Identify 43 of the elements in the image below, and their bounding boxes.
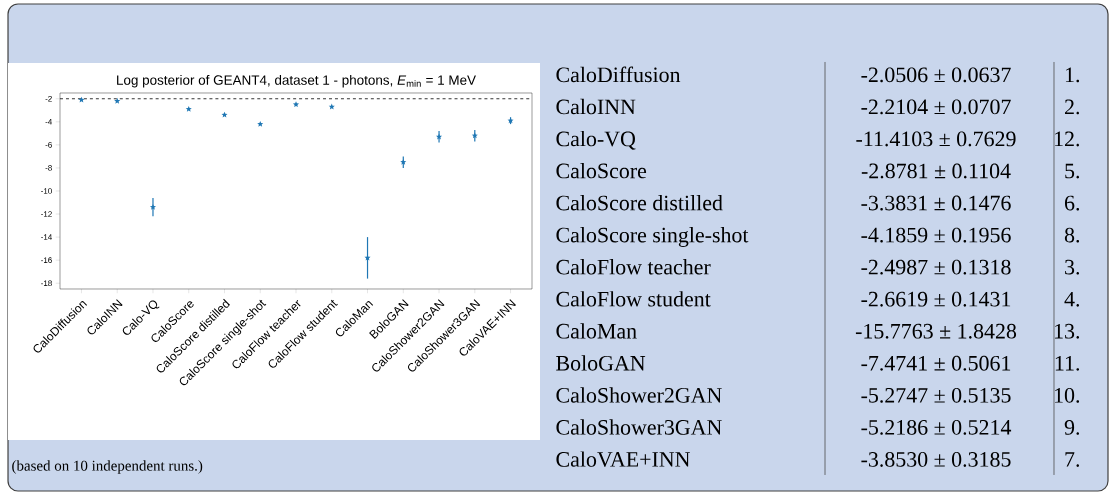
category-label: CaloScore distilled [556, 194, 723, 211]
text: 9. [1064, 420, 1080, 435]
text: 10. [1055, 387, 1080, 403]
text: (based on 10 independent runs.) [12, 460, 203, 474]
text: -5.2747 ± 0.5135 [861, 387, 1011, 403]
text: -11.4103 ± 0.7629 [856, 131, 1016, 147]
category-label: CaloINN [556, 98, 636, 115]
text: 3. [1065, 259, 1080, 275]
text: 2. [1065, 99, 1080, 115]
category-label: CaloDiffusion [556, 66, 681, 83]
point [114, 97, 121, 104]
chart-title: Log posterior of GEANT4, dataset 1 - photons, E$_{min}$ = 1 MeV [117, 74, 476, 88]
text: 4. [1064, 291, 1080, 307]
text: -2.6619 ± 0.1431 [861, 291, 1011, 307]
category-label: CaloVAE+INN [556, 451, 690, 467]
text: 5. [1065, 163, 1080, 179]
text: 8. [1064, 227, 1080, 243]
category-label: CaloShower3GAN [556, 419, 722, 435]
category-label: CaloFlow teacher [556, 259, 711, 275]
point [185, 105, 192, 112]
text: -3.3831 ± 0.1476 [861, 195, 1011, 211]
text: 12. [1055, 131, 1080, 147]
text: 11. [1055, 355, 1080, 371]
category-label: CaloScore single-shot [556, 227, 749, 247]
text: -4.1859 ± 0.1956 [861, 227, 1011, 243]
text: -5.2186 ± 0.5214 [861, 419, 1012, 435]
text: -2.4987 ± 0.1318 [861, 259, 1011, 275]
text: -3.8530 ± 0.3185 [861, 452, 1011, 467]
text: 6. [1064, 195, 1080, 211]
text: -2.2104 ± 0.0707 [861, 99, 1011, 115]
category-label: Calo-VQ [556, 130, 636, 150]
text: 1. [1065, 67, 1080, 83]
category-label: CaloScore [556, 162, 647, 179]
category-label: CaloShower2GAN [556, 387, 722, 403]
text: 7. [1065, 452, 1080, 467]
point [292, 101, 300, 108]
text: -7.4741 ± 0.5061 [861, 355, 1011, 371]
point [149, 203, 157, 210]
point [257, 120, 264, 127]
text: -2.8781 ± 0.1104 [861, 163, 1011, 179]
text: -15.7763 ± 1.8428 [855, 323, 1017, 339]
text: 13. [1055, 323, 1080, 339]
text: -2.0506 ± 0.0637 [861, 67, 1011, 83]
